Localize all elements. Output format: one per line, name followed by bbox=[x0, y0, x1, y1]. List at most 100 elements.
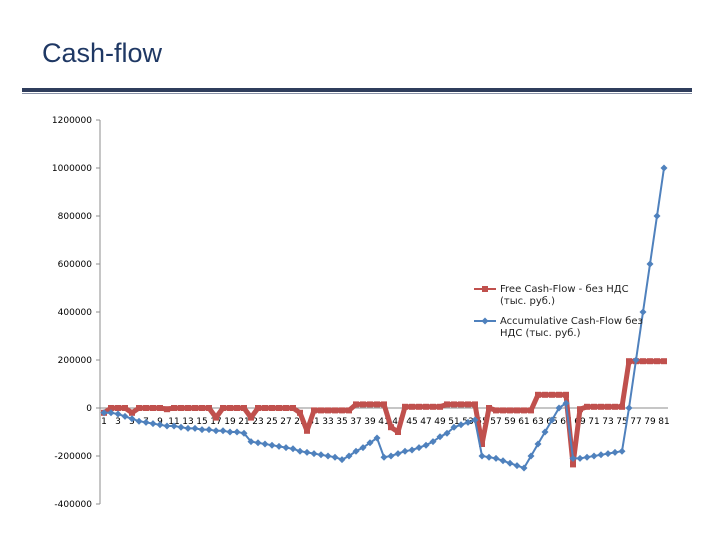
free-cash-flow-point bbox=[129, 409, 135, 416]
free-cash-flow-point bbox=[591, 403, 597, 410]
accumulative-cash-flow-point bbox=[254, 439, 262, 447]
x-tick-label: 33 bbox=[322, 417, 333, 427]
x-tick-label: 35 bbox=[336, 417, 347, 427]
x-tick-label: 59 bbox=[504, 417, 516, 427]
free-cash-flow-point bbox=[234, 405, 240, 411]
accumulative-cash-flow-point bbox=[380, 453, 388, 461]
free-cash-flow-point bbox=[318, 407, 324, 414]
free-cash-flow-point bbox=[325, 407, 331, 414]
accumulative-cash-flow-point bbox=[338, 456, 346, 464]
free-cash-flow-point bbox=[185, 405, 191, 411]
y-tick-label: 400000 bbox=[58, 308, 93, 318]
free-cash-flow-point bbox=[549, 391, 555, 398]
free-cash-flow-point bbox=[381, 401, 387, 408]
accumulative-cash-flow-point bbox=[464, 418, 472, 426]
legend-label: Accumulative Cash-Flow без НДС (тыс. руб.… bbox=[500, 316, 643, 339]
free-cash-flow-point bbox=[605, 403, 611, 410]
free-cash-flow-point bbox=[283, 405, 289, 411]
accumulative-cash-flow-point bbox=[121, 412, 129, 420]
x-tick-label: 51 bbox=[448, 417, 459, 427]
accumulative-cash-flow-point bbox=[527, 452, 535, 460]
free-cash-flow-point bbox=[199, 405, 205, 411]
free-cash-flow-point bbox=[213, 414, 219, 421]
free-cash-flow-point bbox=[486, 405, 492, 411]
x-tick-label: 21 bbox=[238, 417, 249, 427]
free-cash-flow-point bbox=[584, 403, 590, 410]
accumulative-cash-flow-point bbox=[205, 426, 213, 434]
x-tick-label: 39 bbox=[364, 417, 376, 427]
accumulative-cash-flow-point bbox=[632, 356, 640, 364]
x-tick-label: 11 bbox=[168, 417, 179, 427]
free-cash-flow-point bbox=[626, 358, 632, 365]
accumulative-cash-flow-point bbox=[485, 453, 493, 461]
free-cash-flow-point bbox=[514, 407, 520, 414]
free-cash-flow-point bbox=[150, 405, 156, 411]
accumulative-cash-flow-point bbox=[184, 424, 192, 432]
x-tick-label: 45 bbox=[406, 417, 417, 427]
free-cash-flow-point bbox=[297, 409, 303, 416]
accumulative-cash-flow-point bbox=[408, 446, 416, 454]
accumulative-cash-flow-point bbox=[639, 308, 647, 316]
accumulative-cash-flow-point bbox=[625, 404, 633, 412]
accumulative-cash-flow-point bbox=[513, 462, 521, 470]
free-cash-flow-point bbox=[535, 391, 541, 398]
accumulative-cash-flow-point bbox=[275, 442, 283, 450]
free-cash-flow-point bbox=[619, 403, 625, 410]
free-cash-flow-line bbox=[102, 358, 664, 467]
accumulative-cash-flow-point bbox=[114, 410, 122, 418]
x-tick-label: 1 bbox=[101, 417, 107, 427]
free-cash-flow-point bbox=[465, 401, 471, 408]
accumulative-cash-flow-point bbox=[240, 429, 248, 437]
accumulative-cash-flow-point bbox=[646, 260, 654, 268]
accumulative-cash-flow-point bbox=[366, 439, 374, 447]
accumulative-cash-flow-point bbox=[436, 433, 444, 441]
accumulative-cash-flow-point bbox=[387, 452, 395, 460]
free-cash-flow-point bbox=[423, 403, 429, 410]
accumulative-cash-flow-point bbox=[429, 438, 437, 446]
legend-label: Free Cash-Flow - без НДС (тыс. руб.) bbox=[500, 284, 629, 307]
free-cash-flow-point bbox=[157, 405, 163, 411]
free-cash-flow-point bbox=[241, 405, 247, 411]
free-cash-flow-point bbox=[353, 401, 359, 408]
free-cash-flow-point bbox=[227, 405, 233, 411]
free-cash-flow-point bbox=[640, 358, 646, 365]
free-cash-flow-point bbox=[206, 405, 212, 411]
accumulative-cash-flow-point bbox=[604, 450, 612, 458]
x-tick-label: 19 bbox=[224, 417, 236, 427]
free-cash-flow-point bbox=[248, 414, 254, 421]
free-cash-flow-point bbox=[612, 403, 618, 410]
accumulative-cash-flow-point bbox=[107, 409, 115, 417]
accumulative-cash-flow-point bbox=[100, 409, 108, 417]
title-rule bbox=[22, 88, 692, 92]
accumulative-cash-flow-point bbox=[219, 427, 227, 435]
accumulative-cash-flow-point bbox=[156, 421, 164, 429]
free-cash-flow-point bbox=[346, 407, 352, 414]
y-tick-label: 800000 bbox=[58, 212, 93, 222]
free-cash-flow-point bbox=[598, 403, 604, 410]
free-cash-flow-point bbox=[269, 405, 275, 411]
accumulative-cash-flow-point bbox=[541, 428, 549, 436]
x-tick-label: 25 bbox=[266, 417, 277, 427]
x-tick-label: 47 bbox=[420, 417, 431, 427]
accumulative-cash-flow-point bbox=[135, 417, 143, 425]
accumulative-cash-flow-point bbox=[569, 454, 577, 462]
free-cash-flow-point bbox=[143, 405, 149, 411]
free-cash-flow-point bbox=[409, 403, 415, 410]
accumulative-cash-flow-point bbox=[506, 459, 514, 467]
slide-title: Cash-flow bbox=[42, 38, 163, 68]
free-cash-flow-point bbox=[395, 429, 401, 435]
x-tick-label: 23 bbox=[252, 417, 263, 427]
x-tick-label: 61 bbox=[518, 417, 529, 427]
accumulative-cash-flow-point bbox=[562, 399, 570, 407]
x-tick-label: 43 bbox=[392, 417, 403, 427]
accumulative-cash-flow-point bbox=[191, 424, 199, 432]
free-cash-flow-point bbox=[556, 391, 562, 398]
accumulative-cash-flow-point bbox=[149, 420, 157, 428]
accumulative-cash-flow-point bbox=[212, 427, 220, 435]
free-cash-flow-point bbox=[108, 405, 114, 411]
free-cash-flow-point bbox=[388, 424, 394, 431]
free-cash-flow-point bbox=[339, 407, 345, 414]
accumulative-cash-flow-point bbox=[142, 418, 150, 426]
x-tick-label: 27 bbox=[280, 417, 291, 427]
accumulative-cash-flow-point bbox=[198, 426, 206, 434]
